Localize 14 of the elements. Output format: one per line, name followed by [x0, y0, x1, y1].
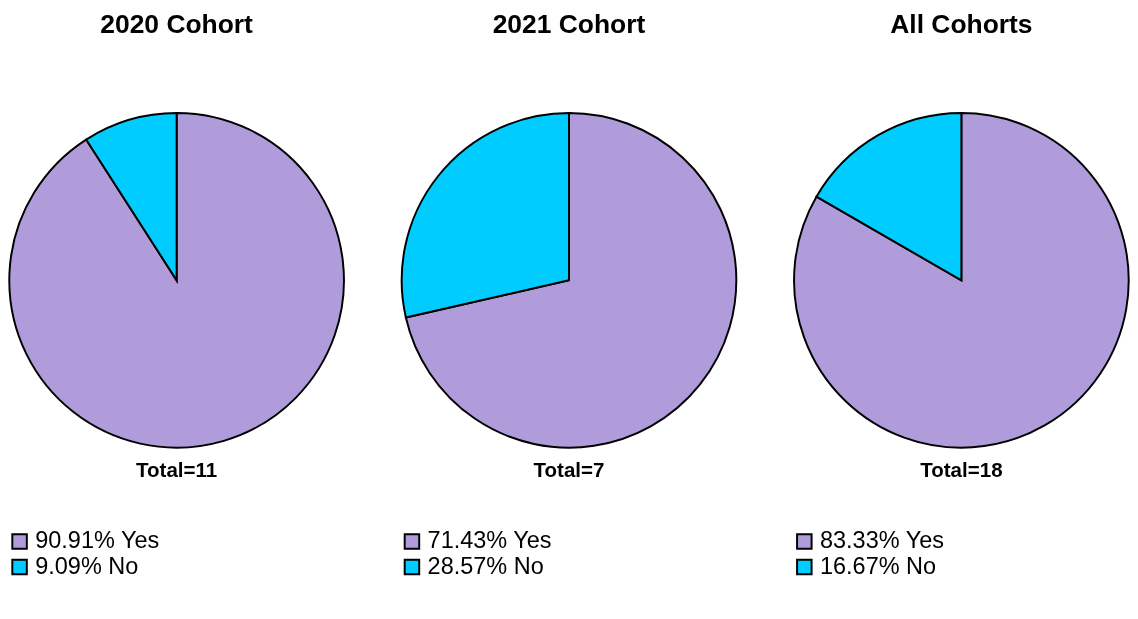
pie-slice: [793, 112, 1130, 449]
legend-label: 28.57% No: [427, 552, 544, 579]
legend-label: 9.09% No: [35, 552, 139, 579]
chart-title: All Cohorts: [890, 8, 1033, 39]
text: Total=7: [533, 458, 605, 481]
chart-title: 2021 Cohort: [492, 8, 646, 39]
legend-label: 83.33% Yes: [819, 527, 944, 554]
legend-label: 71.43% Yes: [427, 527, 552, 554]
legend-label: 90.91% Yes: [35, 527, 160, 554]
text: Total=18: [920, 458, 1003, 481]
text: Total=11: [136, 458, 218, 481]
pie-slice: [404, 112, 738, 449]
legend-label: 16.67% No: [819, 552, 937, 579]
chart-title: 2020 Cohort: [100, 8, 254, 39]
